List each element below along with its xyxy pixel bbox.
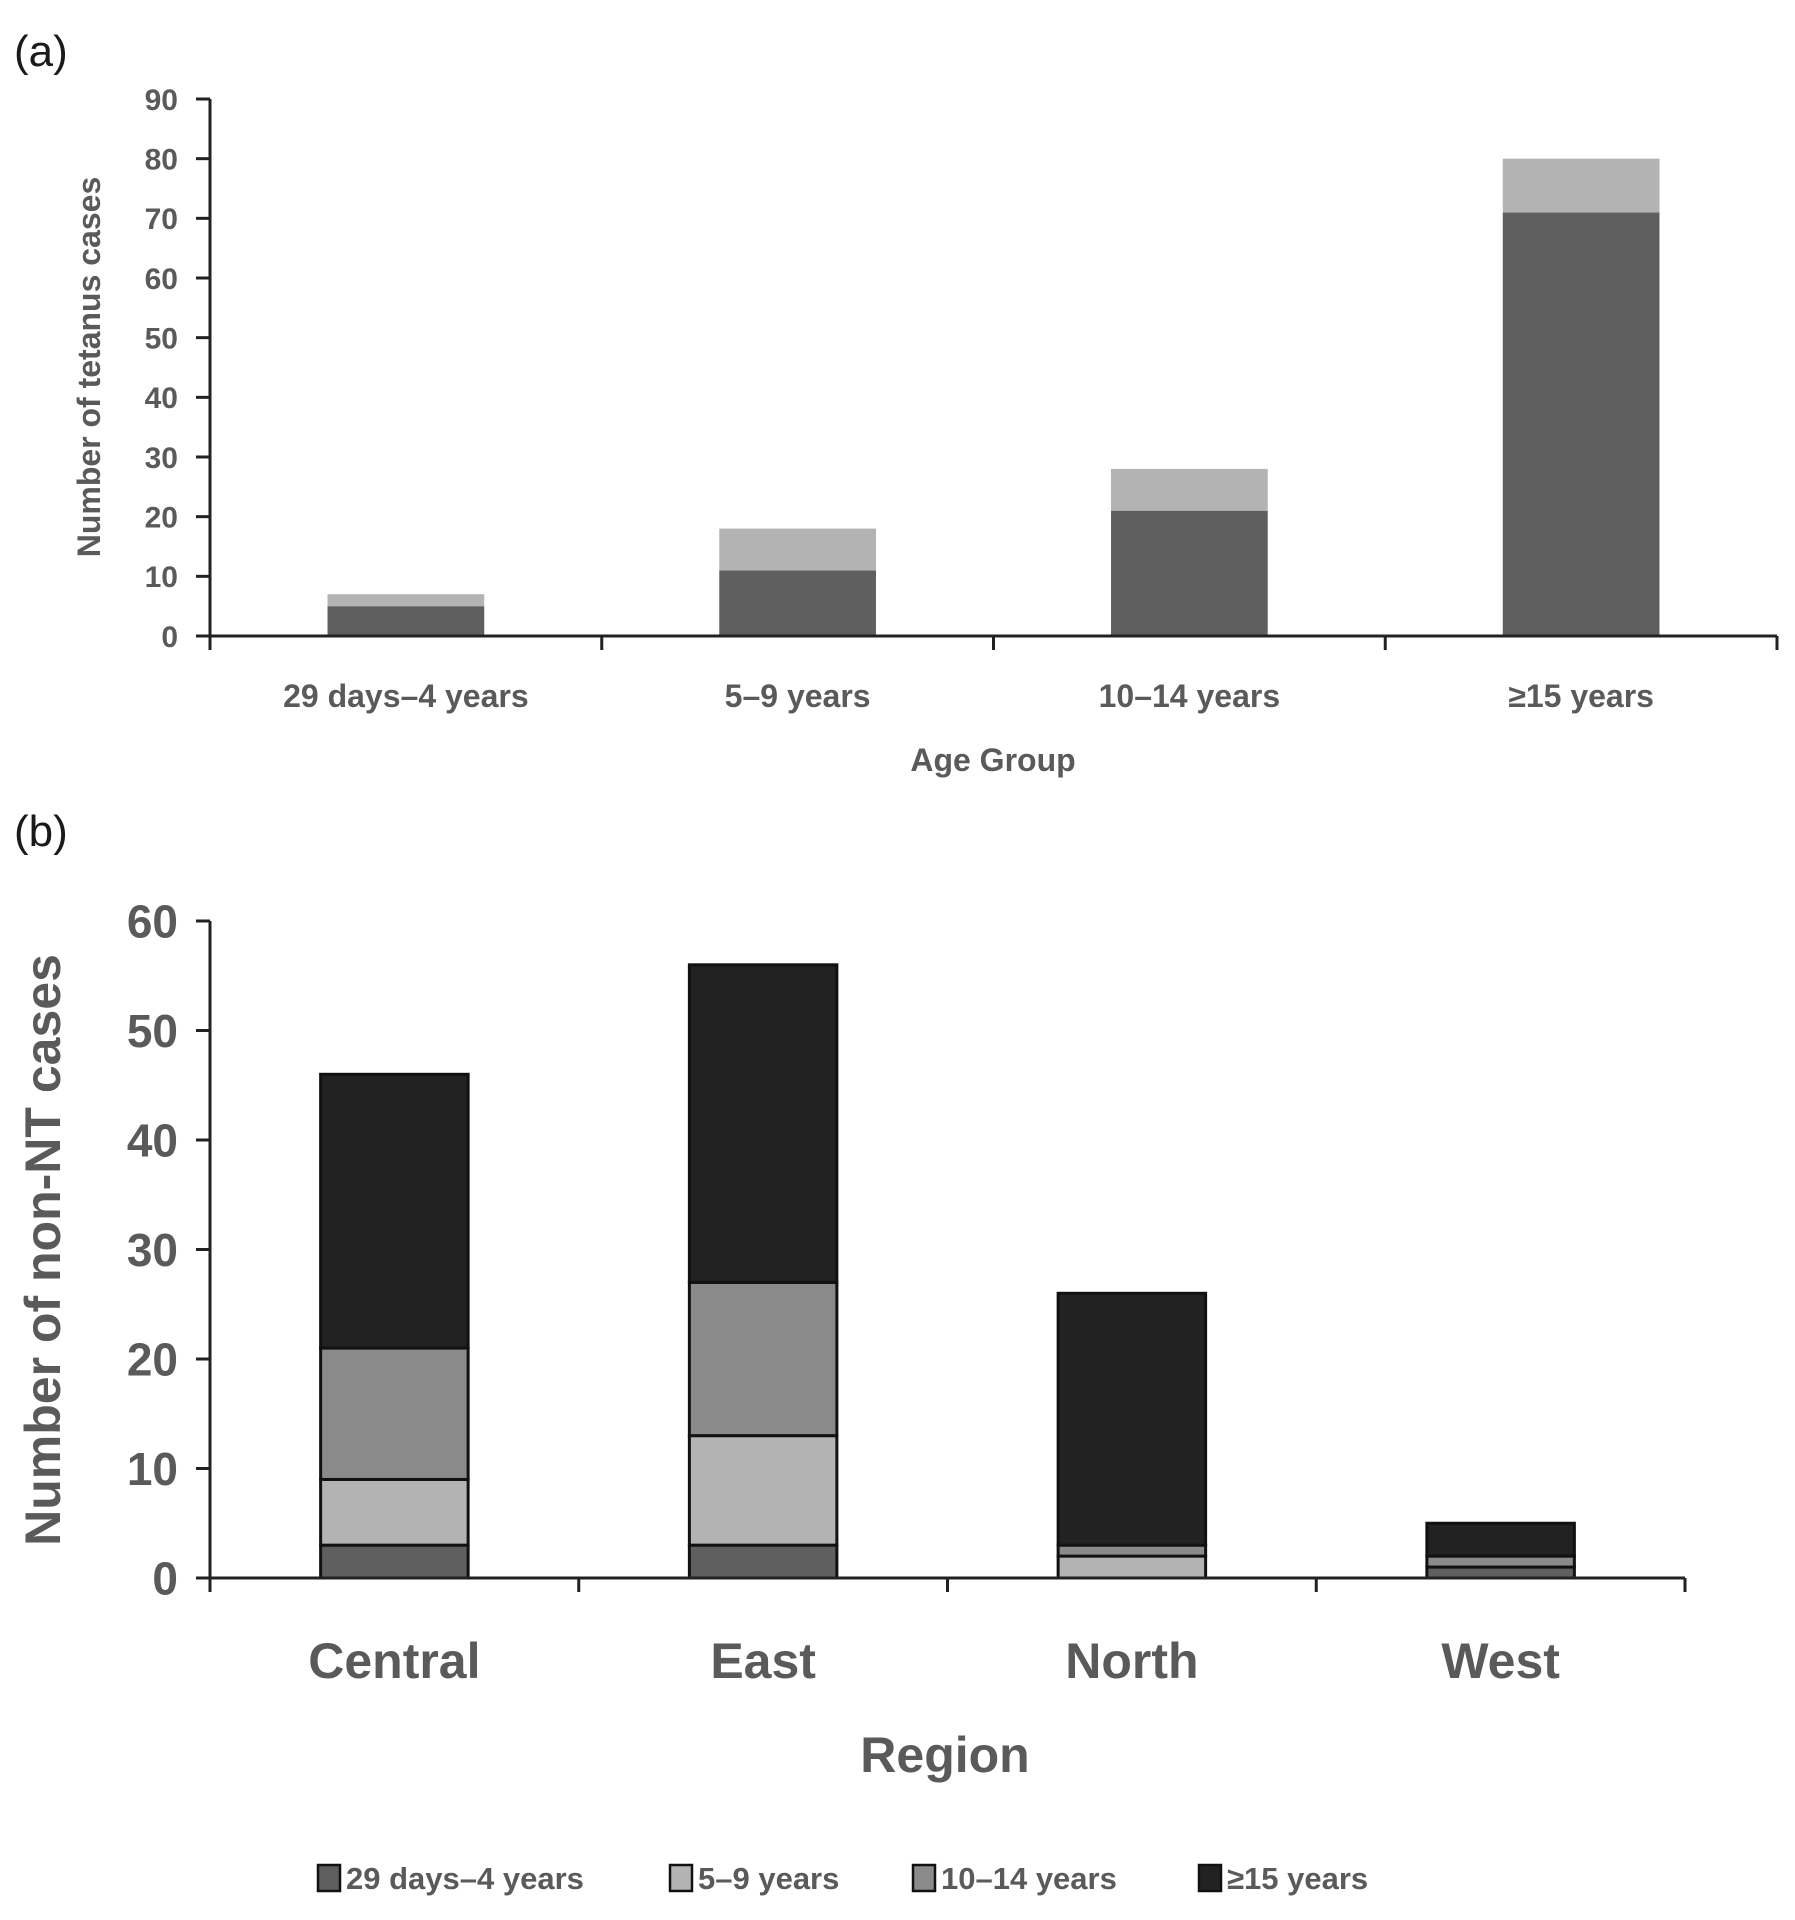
bar-segment-b-2-2 <box>1056 1543 1208 1558</box>
bar-segment-b-0-1 <box>319 1477 470 1547</box>
bar-segment-b-2-3 <box>1056 1291 1208 1547</box>
bar-segment-b-1-0 <box>687 1543 839 1580</box>
chart-b-axes <box>196 919 1687 1592</box>
panel-b-label: (b) <box>14 807 68 856</box>
bar-segment-b-3-3 <box>1425 1521 1576 1558</box>
y-tick-label: 30 <box>145 442 178 475</box>
y-tick-label: 70 <box>145 203 178 236</box>
chart-b-y-axis-title: Number of non-NT cases <box>15 954 71 1546</box>
y-tick-label: 40 <box>127 1115 178 1167</box>
category-label: 10–14 years <box>1099 678 1281 714</box>
category-label: West <box>1441 1633 1560 1689</box>
chart-a-y-tick-labels: 0 10 20 30 40 50 60 70 80 90 <box>145 84 178 654</box>
bar-segment-a-3-0 <box>1502 212 1660 636</box>
category-label: ≥15 years <box>1508 678 1654 714</box>
bar-segment-a-1-1 <box>719 528 876 571</box>
panel-a-label: (a) <box>14 27 68 76</box>
category-label: 29 days–4 years <box>283 678 529 714</box>
legend-swatch <box>316 1863 342 1893</box>
legend-item: 29 days–4 years <box>316 1861 584 1896</box>
chart-b-bars <box>319 963 1576 1580</box>
bar-segment-a-2-1 <box>1111 468 1268 511</box>
legend-item: 10–14 years <box>911 1861 1117 1896</box>
legend-swatch <box>1197 1863 1223 1893</box>
y-tick-label: 60 <box>145 263 178 296</box>
bar-segment-a-0-1 <box>327 594 485 607</box>
bar-segment-b-1-2 <box>687 1280 839 1438</box>
legend-swatch <box>668 1863 694 1893</box>
chart-a-bars <box>327 158 1660 636</box>
y-tick-label: 20 <box>127 1334 178 1386</box>
bar-segment-a-3-1 <box>1502 158 1660 213</box>
y-tick-label: 50 <box>145 322 178 355</box>
y-tick-label: 60 <box>127 896 178 948</box>
chart-b-category-labels: Central East North West <box>308 1633 1560 1689</box>
y-tick-label: 20 <box>145 501 178 534</box>
legend-label: ≥15 years <box>1227 1861 1368 1896</box>
y-tick-label: 0 <box>161 621 178 654</box>
chart-a-category-labels: 29 days–4 years 5–9 years 10–14 years ≥15 y… <box>283 678 1654 714</box>
legend-item: 5–9 years <box>668 1861 839 1896</box>
legend-label: 29 days–4 years <box>346 1861 584 1896</box>
bar-segment-b-0-3 <box>319 1072 470 1350</box>
category-label: East <box>710 1633 816 1689</box>
legend-label: 10–14 years <box>941 1861 1117 1896</box>
y-tick-label: 80 <box>145 143 178 176</box>
y-tick-label: 10 <box>127 1443 178 1495</box>
bar-segment-b-1-1 <box>687 1434 839 1547</box>
category-label: North <box>1065 1633 1198 1689</box>
chart-b: 0 10 20 30 40 50 60 Central East North West Numbe… <box>15 896 1687 1783</box>
category-label: Central <box>308 1633 480 1689</box>
y-tick-label: 10 <box>145 561 178 594</box>
bar-segment-b-1-3 <box>687 963 839 1284</box>
legend-label: 5–9 years <box>698 1861 839 1896</box>
y-tick-label: 90 <box>145 84 178 117</box>
chart-a-axes <box>196 97 1779 650</box>
bar-segment-b-2-1 <box>1056 1554 1208 1580</box>
bar-segment-b-0-2 <box>319 1346 470 1481</box>
bar-segment-a-2-0 <box>1111 510 1268 636</box>
bar-segment-b-3-0 <box>1425 1565 1576 1580</box>
legend-item: ≥15 years <box>1197 1861 1368 1896</box>
category-label: 5–9 years <box>725 678 871 714</box>
chart-b-y-tick-labels: 0 10 20 30 40 50 60 <box>127 896 178 1605</box>
y-tick-label: 40 <box>145 382 178 415</box>
bar-segment-a-0-0 <box>327 606 485 636</box>
y-tick-label: 0 <box>152 1553 178 1605</box>
bar-segment-a-1-0 <box>719 570 876 636</box>
legend-swatch <box>911 1863 937 1893</box>
chart-b-x-axis-title: Region <box>860 1727 1029 1783</box>
y-tick-label: 30 <box>127 1224 178 1276</box>
legend: 29 days–4 years 5–9 years 10–14 years ≥15 y… <box>316 1861 1368 1896</box>
chart-a: 0 10 20 30 40 50 60 70 80 90 29 days–4 years 5–9 y… <box>71 84 1779 778</box>
chart-a-y-axis-title: Number of tetanus cases <box>71 177 107 558</box>
bar-segment-b-3-2 <box>1425 1554 1576 1569</box>
y-tick-label: 50 <box>127 1005 178 1057</box>
bar-segment-b-0-0 <box>319 1543 470 1580</box>
chart-a-x-axis-title: Age Group <box>910 742 1075 778</box>
